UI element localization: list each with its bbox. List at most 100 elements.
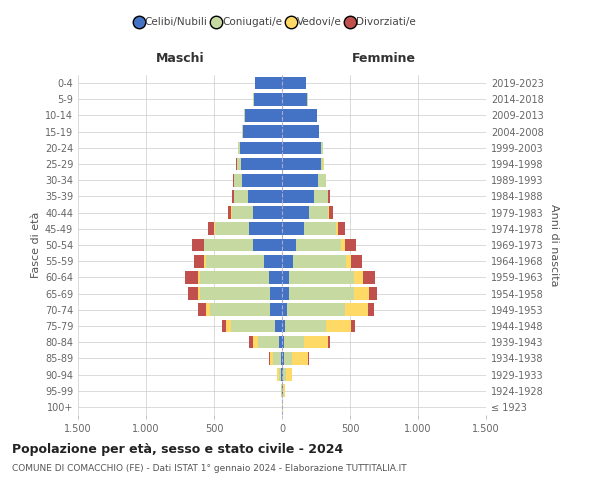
Bar: [238, 142, 240, 154]
Bar: [354, 288, 369, 300]
Bar: [282, 77, 306, 90]
Bar: [341, 238, 344, 252]
Bar: [200, 271, 269, 283]
Bar: [188, 288, 197, 300]
Bar: [240, 142, 282, 154]
Bar: [244, 109, 245, 122]
Bar: [321, 158, 323, 170]
Bar: [270, 352, 274, 364]
Bar: [307, 93, 308, 106]
Bar: [231, 320, 275, 332]
Bar: [270, 288, 282, 300]
Text: Femmine: Femmine: [352, 52, 416, 66]
Bar: [287, 304, 344, 316]
Bar: [208, 222, 214, 235]
Bar: [185, 271, 197, 283]
Y-axis label: Fasce di età: Fasce di età: [31, 212, 41, 278]
Bar: [204, 238, 205, 252]
Bar: [248, 336, 253, 348]
Bar: [256, 77, 282, 90]
Bar: [304, 336, 328, 348]
Bar: [197, 288, 200, 300]
Bar: [237, 158, 241, 170]
Bar: [354, 271, 363, 283]
Bar: [282, 304, 287, 316]
Bar: [329, 206, 333, 219]
Bar: [344, 238, 356, 252]
Bar: [282, 255, 293, 268]
Bar: [254, 93, 282, 106]
Bar: [282, 238, 296, 252]
Text: Popolazione per età, sesso e stato civile - 2024: Popolazione per età, sesso e stato civil…: [12, 442, 343, 456]
Bar: [282, 158, 321, 170]
Bar: [352, 320, 355, 332]
Bar: [282, 271, 289, 283]
Bar: [245, 109, 282, 122]
Bar: [282, 336, 284, 348]
Bar: [232, 206, 253, 219]
Bar: [344, 304, 368, 316]
Bar: [328, 190, 330, 202]
Bar: [228, 206, 232, 219]
Bar: [206, 304, 210, 316]
Bar: [368, 304, 374, 316]
Bar: [253, 206, 282, 219]
Bar: [215, 222, 248, 235]
Bar: [253, 336, 257, 348]
Bar: [318, 174, 326, 186]
Bar: [242, 174, 282, 186]
Bar: [282, 109, 317, 122]
Bar: [275, 320, 282, 332]
Bar: [248, 190, 282, 202]
Bar: [338, 222, 344, 235]
Bar: [282, 174, 318, 186]
Bar: [282, 368, 283, 381]
Bar: [278, 368, 281, 381]
Bar: [270, 304, 282, 316]
Bar: [284, 352, 292, 364]
Bar: [226, 320, 231, 332]
Bar: [350, 255, 362, 268]
Bar: [282, 93, 307, 106]
Bar: [242, 126, 282, 138]
Bar: [278, 336, 282, 348]
Bar: [194, 255, 205, 268]
Bar: [269, 271, 282, 283]
Bar: [257, 336, 278, 348]
Bar: [282, 288, 289, 300]
Y-axis label: Anni di nascita: Anni di nascita: [549, 204, 559, 286]
Bar: [197, 304, 206, 316]
Bar: [277, 368, 278, 381]
Bar: [292, 352, 308, 364]
Bar: [281, 368, 282, 381]
Bar: [282, 190, 314, 202]
Bar: [269, 352, 270, 364]
Bar: [253, 238, 282, 252]
Bar: [314, 190, 328, 202]
Bar: [253, 93, 254, 106]
Bar: [296, 238, 341, 252]
Bar: [281, 352, 282, 364]
Bar: [304, 222, 336, 235]
Bar: [206, 255, 265, 268]
Bar: [284, 336, 304, 348]
Bar: [234, 190, 248, 202]
Bar: [234, 174, 242, 186]
Bar: [222, 320, 226, 332]
Bar: [232, 190, 233, 202]
Bar: [286, 368, 292, 381]
Bar: [328, 336, 330, 348]
Bar: [326, 320, 352, 332]
Bar: [248, 222, 282, 235]
Bar: [286, 320, 326, 332]
Bar: [336, 222, 338, 235]
Bar: [200, 288, 270, 300]
Bar: [282, 126, 319, 138]
Text: COMUNE DI COMACCHIO (FE) - Dati ISTAT 1° gennaio 2024 - Elaborazione TUTTITALIA.: COMUNE DI COMACCHIO (FE) - Dati ISTAT 1°…: [12, 464, 407, 473]
Bar: [283, 384, 284, 397]
Bar: [289, 288, 354, 300]
Bar: [308, 352, 309, 364]
Bar: [289, 271, 354, 283]
Bar: [282, 320, 286, 332]
Bar: [346, 255, 350, 268]
